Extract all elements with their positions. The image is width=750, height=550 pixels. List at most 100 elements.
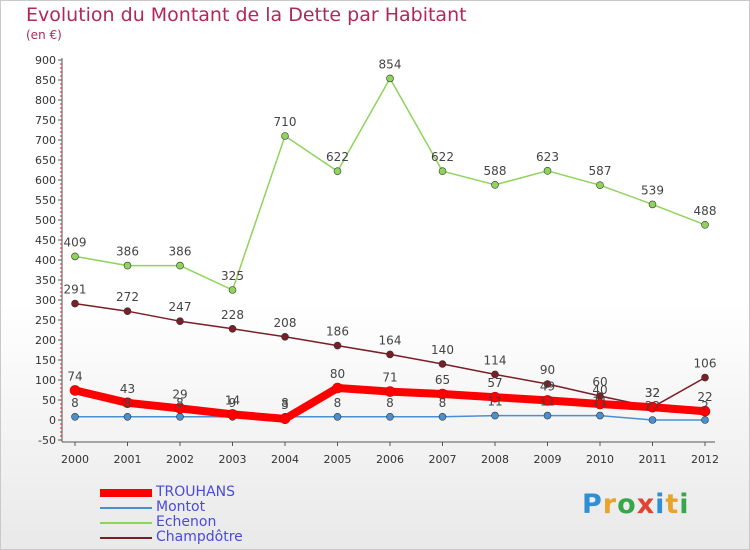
logo-letter: P	[582, 489, 603, 520]
data-point	[332, 382, 343, 394]
y-tick-label: 900	[35, 54, 56, 67]
chart-subtitle: (en €)	[26, 28, 62, 42]
data-point	[281, 332, 289, 341]
legend-label: Montot	[156, 499, 206, 515]
data-label: 386	[169, 245, 192, 259]
data-point	[491, 181, 499, 189]
data-label: 74	[67, 369, 82, 383]
data-point	[701, 221, 709, 229]
data-label: 43	[120, 382, 135, 396]
data-point	[71, 252, 79, 261]
y-tick-label: 350	[35, 274, 56, 287]
data-point	[176, 412, 184, 421]
data-point	[122, 397, 133, 409]
data-point	[123, 261, 132, 270]
data-label: 22	[645, 399, 660, 413]
y-tick-label: 750	[35, 114, 56, 127]
y-tick-label: 100	[35, 374, 56, 387]
data-label: 291	[64, 283, 87, 297]
data-label: 106	[694, 357, 717, 371]
x-tick-label: 2011	[639, 453, 667, 466]
data-point	[648, 416, 657, 424]
logo-letter: x	[636, 489, 656, 520]
data-point	[438, 412, 447, 421]
data-label: 8	[71, 396, 79, 410]
data-label: 80	[330, 367, 345, 381]
data-point	[596, 181, 604, 189]
data-point	[69, 385, 81, 396]
y-tick-label: 600	[35, 174, 56, 187]
data-point	[699, 405, 711, 417]
data-label: 9	[229, 396, 237, 410]
legend-item: Echenon	[100, 514, 300, 531]
data-label: 57	[487, 376, 502, 390]
x-tick-label: 2004	[271, 453, 299, 466]
data-label: 40	[592, 383, 607, 397]
data-point	[701, 416, 709, 424]
data-label: 622	[326, 150, 349, 164]
y-tick-label: 700	[35, 134, 56, 147]
legend-label: TROUHANS	[156, 484, 236, 500]
data-label: 325	[221, 269, 244, 283]
x-tick-label: 2012	[691, 453, 719, 466]
proxiti-logo: Proxiti	[582, 489, 690, 520]
data-label: 140	[431, 343, 454, 357]
data-label: 8	[386, 396, 394, 410]
data-point	[491, 370, 499, 379]
x-tick-label: 2007	[429, 453, 457, 466]
legend-swatch	[100, 522, 152, 524]
data-point	[543, 167, 552, 175]
data-point	[438, 360, 447, 368]
data-point	[437, 388, 448, 400]
x-tick-label: 2010	[586, 453, 614, 466]
x-tick-label: 2005	[324, 453, 352, 466]
data-label: 90	[540, 363, 555, 377]
data-point	[333, 167, 342, 175]
legend-item: Montot	[100, 499, 300, 516]
data-label: 2	[701, 399, 709, 413]
data-label: 386	[116, 245, 139, 259]
data-point	[384, 386, 396, 397]
data-label: 114	[484, 353, 507, 367]
data-point	[333, 412, 342, 421]
data-point	[543, 380, 552, 388]
y-tick-label: 850	[35, 74, 56, 87]
x-tick-label: 2000	[61, 453, 89, 466]
data-point	[647, 401, 658, 413]
data-label: 623	[536, 150, 559, 164]
data-label: 8	[124, 396, 132, 410]
data-label: 247	[169, 300, 192, 314]
legend-item: TROUHANS	[100, 484, 300, 501]
y-tick-label: 300	[35, 294, 56, 307]
data-point	[227, 409, 238, 420]
data-label: 11	[592, 395, 607, 409]
x-tick-label: 2002	[166, 453, 194, 466]
logo-letter: o	[617, 489, 637, 520]
x-tick-label: 2006	[376, 453, 404, 466]
data-label: 8	[334, 396, 342, 410]
legend-swatch	[100, 507, 152, 509]
legend-swatch	[100, 537, 152, 539]
y-tick-label: 200	[35, 334, 56, 347]
data-label: 71	[382, 371, 397, 385]
y-tick-label: -50	[38, 434, 56, 447]
data-point	[71, 299, 79, 308]
logo-letter: r	[602, 489, 618, 520]
data-point	[228, 324, 237, 333]
data-label: 710	[274, 115, 297, 129]
logo-letter: i	[655, 489, 666, 520]
y-tick-label: 400	[35, 254, 56, 267]
data-point	[596, 411, 604, 420]
data-point	[176, 261, 184, 270]
y-tick-label: 800	[35, 94, 56, 107]
data-label: 272	[116, 290, 139, 304]
data-label: 854	[379, 57, 402, 71]
data-label: 49	[540, 379, 555, 393]
data-point	[176, 317, 184, 326]
data-point	[491, 411, 499, 420]
data-point	[123, 307, 132, 316]
data-label: 588	[484, 164, 507, 178]
data-label: 539	[641, 183, 664, 197]
y-tick-label: 550	[35, 194, 56, 207]
